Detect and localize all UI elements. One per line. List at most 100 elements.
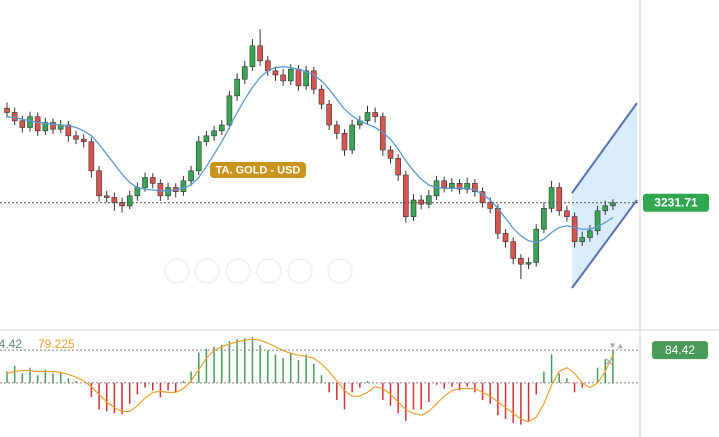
candle-body xyxy=(295,68,302,87)
candle-body xyxy=(157,183,164,197)
candle-body xyxy=(326,103,332,126)
axis-panel xyxy=(640,0,719,437)
candle-body xyxy=(142,177,148,188)
close-icon[interactable]: ✕ xyxy=(604,355,614,369)
annotation: TA. GOLD - USD xyxy=(210,162,306,178)
candle-body xyxy=(341,133,348,151)
candle-body xyxy=(372,112,378,117)
candle-body xyxy=(96,170,102,197)
candle-body xyxy=(594,210,601,232)
candle-body xyxy=(533,228,540,263)
candle-body xyxy=(579,237,586,242)
candle-body xyxy=(119,202,125,207)
candle-body xyxy=(541,208,547,230)
candle-body xyxy=(149,177,156,184)
candle-body xyxy=(387,149,394,159)
tool-button[interactable] xyxy=(225,258,251,284)
candle-body xyxy=(249,45,256,67)
signal-line xyxy=(6,338,614,423)
tool-button[interactable] xyxy=(287,258,313,284)
candle-body xyxy=(303,70,309,87)
candle-body xyxy=(487,202,494,209)
candle-body xyxy=(395,158,401,176)
candle-body xyxy=(502,233,509,242)
candle-body xyxy=(80,138,87,142)
candle-body xyxy=(441,180,447,188)
channel-upper xyxy=(571,102,638,194)
candle-body xyxy=(280,74,286,82)
candle-body xyxy=(226,95,233,126)
oscillator-badge-label: 84.42 xyxy=(665,343,695,357)
candle-body xyxy=(264,60,271,72)
candle-body xyxy=(73,135,79,140)
candle-body xyxy=(464,183,471,190)
candle-body xyxy=(103,195,110,198)
candle-body xyxy=(472,183,478,192)
toolbar xyxy=(164,258,353,284)
candle-body xyxy=(495,208,501,234)
moving-average xyxy=(6,66,614,244)
candle-body xyxy=(88,141,95,172)
candle-body xyxy=(34,116,41,132)
candle-body xyxy=(548,187,555,209)
candle-body xyxy=(456,183,463,190)
candle-body xyxy=(287,68,294,82)
candle-body xyxy=(587,230,593,238)
candle-body xyxy=(602,205,609,212)
signal-legend: 79.225 xyxy=(38,337,75,351)
channel-fill xyxy=(572,103,637,288)
oscillator-badge xyxy=(652,341,708,360)
tool-button[interactable] xyxy=(194,258,220,284)
candle-body xyxy=(349,124,355,151)
candle-body xyxy=(410,199,417,217)
candle-body xyxy=(272,70,279,76)
candle-body xyxy=(241,66,248,80)
candle-body xyxy=(525,262,532,265)
candle-body xyxy=(19,120,26,128)
axis-layer: 3231.71 84.42 84.42 79.225 xyxy=(0,193,709,360)
candle-body xyxy=(510,241,517,259)
candle-body xyxy=(180,180,187,192)
oscillator-legend: 84.42 xyxy=(0,337,22,351)
candle-body xyxy=(234,78,240,97)
candle-body xyxy=(564,210,570,217)
candle-body xyxy=(188,170,194,182)
candle-body xyxy=(318,88,325,105)
last-price-badge xyxy=(643,193,709,212)
candle-body xyxy=(218,124,225,132)
candle-body xyxy=(111,197,118,203)
tool-button[interactable] xyxy=(164,258,190,284)
panel-icons[interactable]: ▾ ▴ xyxy=(610,341,623,352)
candle-body xyxy=(42,122,49,132)
tool-button[interactable] xyxy=(256,258,282,284)
candle-body xyxy=(364,112,371,122)
channel-lower xyxy=(571,199,638,289)
candle-body xyxy=(518,258,524,265)
annotation-text: TA. GOLD - USD xyxy=(216,164,301,176)
trend-channel xyxy=(571,102,638,289)
candle-body xyxy=(211,130,217,137)
candle-body xyxy=(556,187,563,212)
candle-body xyxy=(571,216,578,242)
marks-layer xyxy=(0,29,640,425)
candle-body xyxy=(65,124,72,137)
candle-body xyxy=(195,141,202,172)
candle-body xyxy=(165,187,171,197)
tool-button[interactable] xyxy=(327,258,353,284)
candle-body xyxy=(134,187,141,197)
candle-body xyxy=(126,195,133,207)
candle-body xyxy=(27,116,33,128)
last-price-label: 3231.71 xyxy=(654,195,698,209)
candle-body xyxy=(418,199,424,205)
candle-body xyxy=(4,108,10,113)
candle-body xyxy=(203,135,210,142)
candle-body xyxy=(257,45,263,62)
candle-body xyxy=(449,183,455,188)
candle-body xyxy=(50,122,56,130)
candle-body xyxy=(403,174,409,217)
candle-body xyxy=(426,195,432,205)
annotation-badge xyxy=(210,162,306,178)
candle-body xyxy=(479,191,486,203)
candle-body xyxy=(334,124,340,134)
